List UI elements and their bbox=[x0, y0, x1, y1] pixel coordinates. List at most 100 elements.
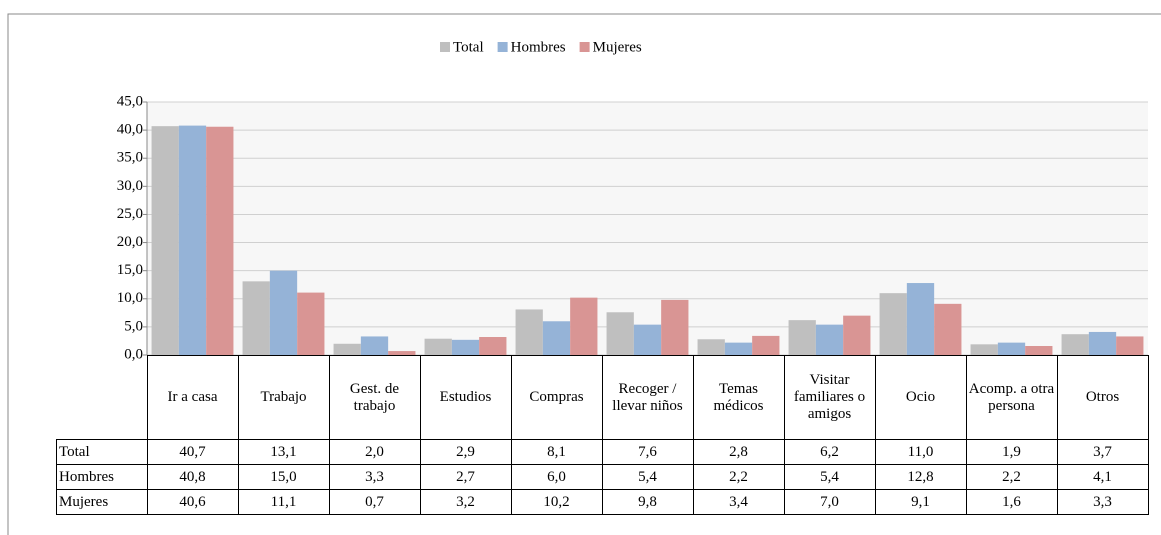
bar bbox=[633, 324, 662, 355]
table-cell: 40,7 bbox=[146, 439, 239, 465]
data-table: Ir a casa Trabajo Gest. de trabajo Estudios… bbox=[56, 355, 1149, 515]
table-cell: Ocio bbox=[874, 355, 967, 440]
table-cell: 3,4 bbox=[692, 489, 785, 515]
bar bbox=[542, 321, 571, 355]
y-tick-label: 10,0 bbox=[117, 290, 143, 306]
table-cell: Compras bbox=[510, 355, 603, 440]
bar bbox=[906, 283, 935, 355]
table-cell: Estudios bbox=[419, 355, 512, 440]
table-row: Ir a casa Trabajo Gest. de trabajo Estudios… bbox=[56, 355, 1149, 440]
y-tick-label: 5,0 bbox=[124, 318, 143, 334]
table-cell: Otros bbox=[1056, 355, 1149, 440]
table-cell: Acomp. a otra persona bbox=[965, 355, 1058, 440]
bar bbox=[297, 292, 325, 355]
bar bbox=[606, 312, 634, 355]
bar bbox=[661, 299, 689, 355]
table-cell: 13,1 bbox=[237, 439, 330, 465]
table-cell: 5,4 bbox=[783, 464, 876, 490]
bar bbox=[724, 342, 753, 355]
bar bbox=[934, 303, 962, 355]
table-cell: 2,0 bbox=[328, 439, 421, 465]
bar bbox=[1088, 331, 1117, 355]
table-cell: 40,8 bbox=[146, 464, 239, 490]
bar bbox=[479, 337, 507, 355]
y-tick-label: 45,0 bbox=[117, 93, 143, 109]
table-cell: 6,0 bbox=[510, 464, 603, 490]
table-cell: 15,0 bbox=[237, 464, 330, 490]
table-cell: 4,1 bbox=[1056, 464, 1149, 490]
table-cell: 0,7 bbox=[328, 489, 421, 515]
table-cell: 10,2 bbox=[510, 489, 603, 515]
bar bbox=[424, 338, 452, 355]
bar bbox=[269, 270, 298, 355]
y-tick-label: 30,0 bbox=[117, 178, 143, 194]
table-cell: 1,9 bbox=[965, 439, 1058, 465]
bar bbox=[451, 339, 480, 355]
table-cell: 3,3 bbox=[328, 464, 421, 490]
table-cell: Gest. de trabajo bbox=[328, 355, 421, 440]
y-tick-label: 35,0 bbox=[117, 150, 143, 166]
bar bbox=[570, 297, 598, 355]
y-tick-label: 20,0 bbox=[117, 234, 143, 250]
table-cell: 5,4 bbox=[601, 464, 694, 490]
bar bbox=[815, 324, 844, 355]
table-cell: 9,1 bbox=[874, 489, 967, 515]
table-cell: 7,0 bbox=[783, 489, 876, 515]
table-cell: 6,2 bbox=[783, 439, 876, 465]
table-cell: 3,2 bbox=[419, 489, 512, 515]
table-cell: 12,8 bbox=[874, 464, 967, 490]
bar bbox=[178, 125, 207, 355]
table-cell: 9,8 bbox=[601, 489, 694, 515]
table-cell: Temas médicos bbox=[692, 355, 785, 440]
legend-swatch bbox=[579, 42, 590, 52]
bar bbox=[333, 343, 361, 355]
legend-label: Mujeres bbox=[593, 39, 642, 55]
table-row: Mujeres 40,6 11,1 0,7 3,2 10,2 9,8 3,4 7,0 9,1 1,6… bbox=[56, 489, 1149, 515]
bar bbox=[752, 335, 780, 355]
bar bbox=[1025, 346, 1053, 355]
bar bbox=[1116, 336, 1144, 355]
table-cell: 7,6 bbox=[601, 439, 694, 465]
table-cell: 11,0 bbox=[874, 439, 967, 465]
legend-label: Total bbox=[453, 39, 484, 55]
table-cell: 3,3 bbox=[1056, 489, 1149, 515]
table-blank bbox=[56, 355, 148, 440]
table-cell: Ir a casa bbox=[146, 355, 239, 440]
bar bbox=[879, 293, 907, 355]
bar bbox=[151, 126, 179, 355]
table-cell: 11,1 bbox=[237, 489, 330, 515]
bar bbox=[997, 342, 1026, 355]
table-cell: 2,8 bbox=[692, 439, 785, 465]
table-cell: Total bbox=[56, 439, 148, 465]
bar bbox=[697, 339, 725, 355]
bar bbox=[1061, 334, 1089, 355]
legend-swatch bbox=[497, 42, 508, 52]
table-cell: 2,2 bbox=[692, 464, 785, 490]
bar bbox=[242, 281, 270, 355]
bar bbox=[970, 344, 998, 355]
table-cell: Visitar familiares o amigos bbox=[783, 355, 876, 440]
table-cell: Mujeres bbox=[56, 489, 148, 515]
table-cell: 2,7 bbox=[419, 464, 512, 490]
bar bbox=[788, 320, 816, 355]
table-cell: 40,6 bbox=[146, 489, 239, 515]
bar bbox=[388, 351, 416, 355]
table-cell: 1,6 bbox=[965, 489, 1058, 515]
table-cell: 2,9 bbox=[419, 439, 512, 465]
table-cell: 3,7 bbox=[1056, 439, 1149, 465]
table-cell: Trabajo bbox=[237, 355, 330, 440]
bar bbox=[206, 126, 234, 355]
bar bbox=[360, 336, 389, 355]
table-row: Hombres 40,8 15,0 3,3 2,7 6,0 5,4 2,2 5,4 12,8 2,2… bbox=[56, 464, 1149, 490]
table-row: Total 40,7 13,1 2,0 2,9 8,1 7,6 2,8 6,2 11,0 1,9 3,… bbox=[56, 439, 1149, 465]
legend-label: Hombres bbox=[511, 39, 566, 55]
y-tick-label: 25,0 bbox=[117, 206, 143, 222]
table-cell: Recoger / llevar niños bbox=[601, 355, 694, 440]
bar bbox=[515, 309, 543, 355]
y-tick-label: 40,0 bbox=[117, 122, 143, 138]
table-cell: 2,2 bbox=[965, 464, 1058, 490]
y-tick-label: 15,0 bbox=[117, 262, 143, 278]
table-cell: 8,1 bbox=[510, 439, 603, 465]
